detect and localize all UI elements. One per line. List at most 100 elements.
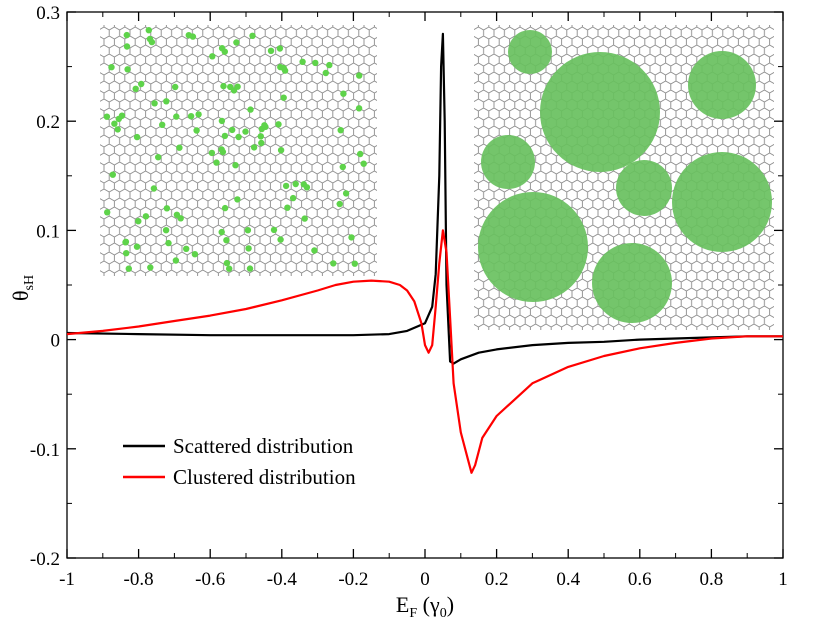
dopant-dot (292, 180, 299, 188)
dopant-dot (340, 90, 347, 97)
dopant-dot (172, 257, 180, 264)
dopant-dot (218, 228, 225, 236)
dopant-dot (122, 239, 129, 246)
x-tick-label: -0.8 (124, 569, 154, 590)
dopant-dot (355, 105, 363, 112)
dopant-dot (342, 190, 350, 197)
legend-label-scattered: Scattered distribution (173, 434, 354, 458)
dopant-dot (257, 133, 264, 140)
x-tick-label: 0 (420, 569, 430, 590)
x-tick-label: 0.6 (628, 569, 652, 590)
clustered-lattice-inset (474, 25, 774, 330)
y-tick-label: 0.2 (36, 112, 60, 133)
dopant-dot (133, 133, 141, 141)
dopant-dot (125, 265, 132, 272)
x-axis-title: EF (γ0) (396, 592, 454, 621)
clustered-dopant-blobs (478, 30, 772, 323)
dopant-dot (145, 27, 152, 34)
dopant-dot (173, 113, 180, 120)
dopant-dot (151, 100, 158, 107)
y-axis: -0.2 -0.1 0 0.1 0.2 0.3 (30, 3, 783, 570)
dopant-dot (132, 85, 139, 93)
dopant-dot (104, 209, 111, 216)
y-tick-label: -0.2 (30, 549, 60, 570)
x-tick-label: -0.4 (267, 569, 298, 590)
dopant-dot (155, 154, 162, 161)
dopant-dot (233, 39, 240, 46)
dopant-dot (223, 259, 231, 267)
dopant-dot (300, 181, 307, 188)
dopant-dot (234, 196, 241, 203)
dopant-dot (244, 227, 252, 234)
dopant-dot (176, 144, 183, 151)
y-axis-title: θsH (8, 275, 37, 301)
dopant-dot (221, 204, 229, 212)
dopant-dot (356, 72, 363, 79)
dopant-dot (229, 126, 236, 134)
dopant-dot (232, 162, 239, 169)
dopant-dot (123, 250, 130, 257)
dopant-dot (159, 121, 166, 128)
x-axis: -1 -0.8 -0.6 -0.4 -0.2 0 0.2 0.4 0.6 0.8 1 (59, 12, 788, 590)
dopant-dot (111, 120, 118, 127)
x-tick-label: -1 (59, 569, 75, 590)
dopant-dot (133, 243, 141, 250)
dopant-dot (261, 122, 268, 129)
dopant-dot (221, 132, 229, 140)
dopant-dot (108, 63, 115, 71)
dopant-dot (123, 31, 130, 39)
scattered-lattice-inset (100, 25, 377, 276)
dopant-dot (258, 139, 265, 147)
dopant-dot (218, 146, 225, 153)
dopant-dot (208, 149, 216, 157)
dopant-dot (277, 236, 284, 243)
dopant-dot (336, 200, 343, 208)
dopant-dot (299, 58, 306, 65)
dopant-dot (146, 35, 154, 43)
dopant-dot (103, 113, 111, 120)
dopant-dot (250, 144, 258, 151)
dopant-dot (235, 133, 242, 141)
dopant-dot (326, 61, 333, 69)
dopant-dot (282, 182, 290, 190)
dopant-dot (213, 159, 220, 166)
dopant-dot (360, 160, 367, 167)
dopant-dot (312, 59, 319, 67)
y-tick-label: 0.3 (36, 3, 60, 24)
dopant-dot (162, 227, 170, 234)
x-tick-label: 1 (778, 569, 788, 590)
dopant-dot (142, 213, 150, 220)
dopant-dot (351, 260, 358, 267)
dopant-dot (277, 63, 284, 71)
x-tick-label: 0.2 (485, 569, 509, 590)
dopant-dot (301, 215, 308, 222)
dopant-dot (357, 150, 364, 158)
dopant-dot (209, 53, 216, 60)
dopant-dot (230, 87, 238, 94)
x-tick-label: -0.2 (338, 569, 368, 590)
dopant-dot (267, 47, 275, 54)
dopant-dot (348, 234, 355, 241)
x-tick-label: 0.8 (700, 569, 724, 590)
dopant-dot (163, 98, 170, 105)
dopant-dot (114, 126, 121, 133)
dopant-dot (163, 205, 171, 212)
dopant-dot (220, 82, 227, 90)
dopant-dot (337, 127, 344, 134)
legend: Scattered distribution Clustered distrib… (123, 434, 356, 489)
dopant-dot (245, 245, 252, 252)
dopant-dot (223, 237, 230, 244)
dopant-dot (172, 83, 179, 91)
dopant-dot (242, 128, 249, 135)
dopant-dot (289, 194, 297, 202)
dopant-dot (247, 106, 254, 113)
dopant-dot (322, 69, 329, 77)
dopant-dot (281, 67, 289, 74)
series-line-scattered (66, 32, 783, 365)
dopant-dot (193, 127, 200, 134)
dopant-dot (183, 245, 190, 252)
dopant-dot (115, 115, 123, 123)
x-tick-label: -0.6 (195, 569, 225, 590)
dopant-dot (165, 239, 172, 247)
